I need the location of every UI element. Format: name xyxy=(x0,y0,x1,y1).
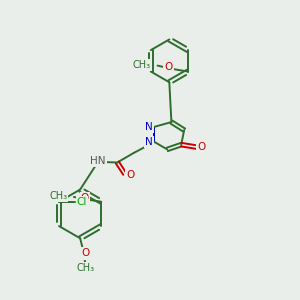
Text: O: O xyxy=(81,193,89,203)
Text: N: N xyxy=(145,137,153,147)
Text: CH₃: CH₃ xyxy=(76,263,94,273)
Text: O: O xyxy=(81,248,89,258)
Text: N: N xyxy=(145,122,153,132)
Text: CH₃: CH₃ xyxy=(49,191,68,201)
Text: CH₃: CH₃ xyxy=(133,60,151,70)
Text: O: O xyxy=(127,170,135,180)
Text: HN: HN xyxy=(90,156,106,166)
Text: O: O xyxy=(197,142,206,152)
Text: O: O xyxy=(164,62,173,72)
Text: Cl: Cl xyxy=(77,197,87,207)
